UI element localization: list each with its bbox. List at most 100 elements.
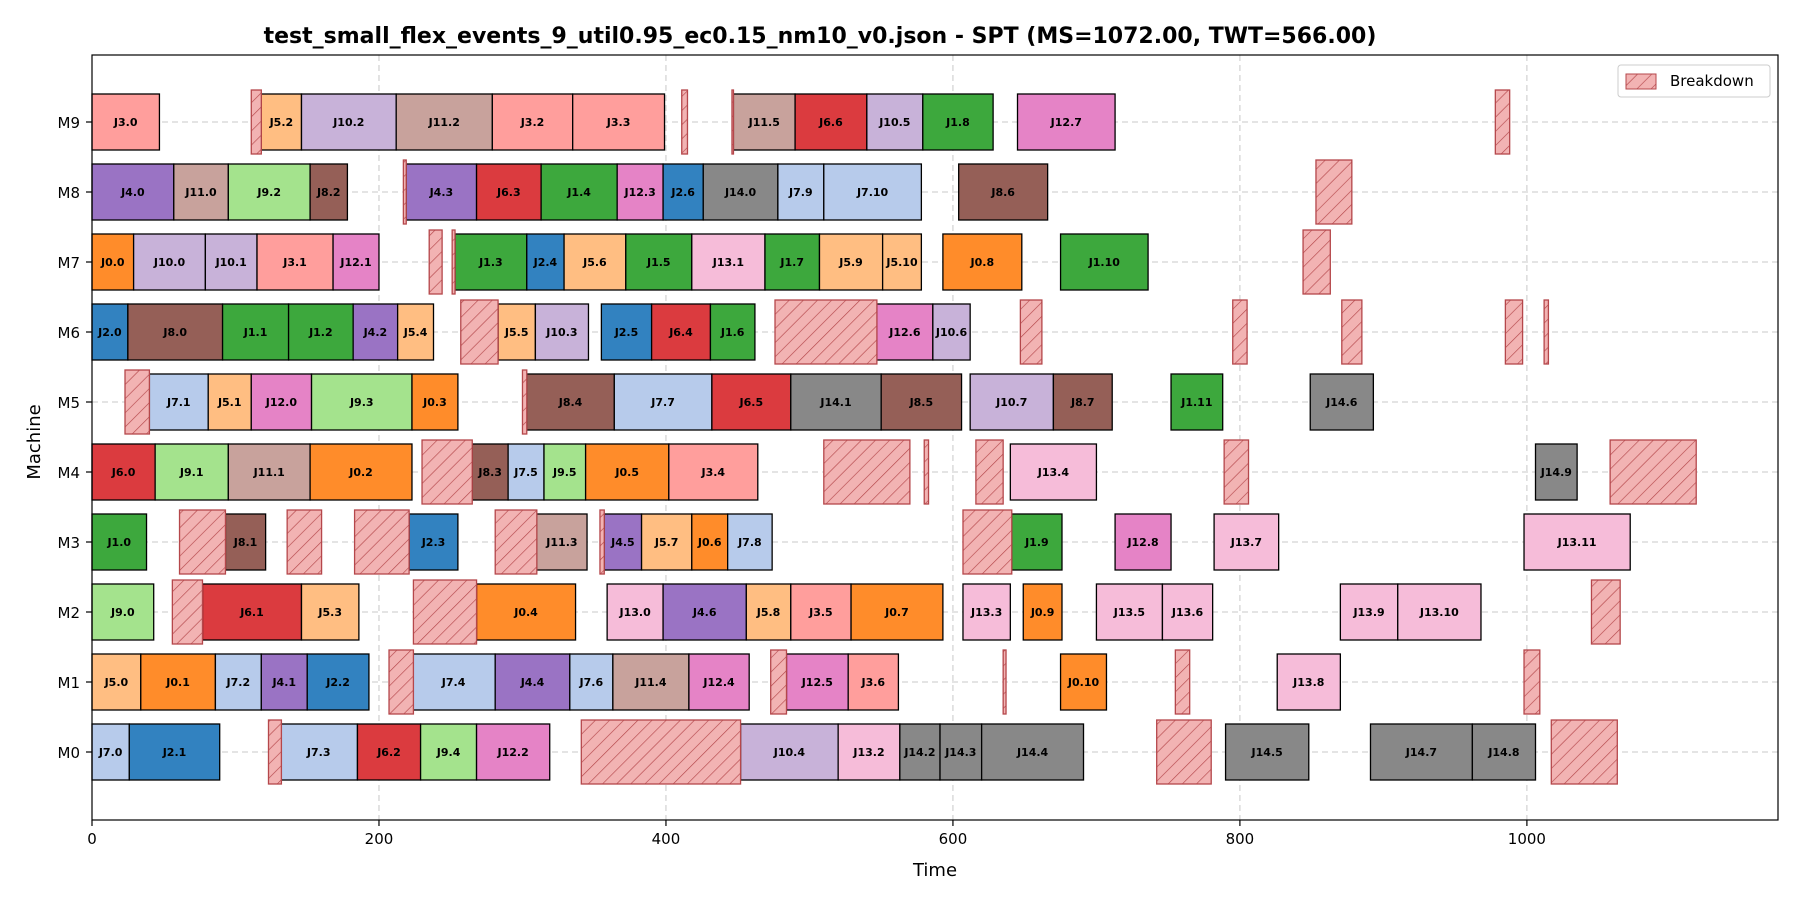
operation-bar xyxy=(497,303,537,361)
operation-label: J9.5 xyxy=(552,466,577,479)
operation-label: J6.0 xyxy=(111,466,136,479)
operation-label: J11.2 xyxy=(428,116,460,129)
operation-label: J11.3 xyxy=(545,536,577,549)
operation-label: J12.6 xyxy=(888,326,921,339)
operation-bar xyxy=(475,163,542,221)
breakdown-block xyxy=(1174,649,1191,715)
operation-bar xyxy=(584,443,670,501)
operation-bar xyxy=(256,233,334,291)
operation-bar xyxy=(1523,513,1631,571)
operation-label: J12.4 xyxy=(702,676,735,689)
breakdown-block xyxy=(250,89,262,155)
operation-label: J3.5 xyxy=(808,606,833,619)
y-tick-label: M7 xyxy=(58,254,81,272)
operation-bar xyxy=(214,653,262,711)
operation-bar xyxy=(127,303,224,361)
operation-label: J13.5 xyxy=(1113,606,1145,619)
operation-bar xyxy=(702,163,779,221)
operation-label: J2.2 xyxy=(325,676,350,689)
operation-bar xyxy=(279,723,359,781)
operation-label: J10.2 xyxy=(332,116,364,129)
operation-bar xyxy=(899,723,941,781)
operation-label: J4.2 xyxy=(363,326,388,339)
breakdown-block xyxy=(1223,439,1250,505)
operation-label: J13.4 xyxy=(1037,466,1070,479)
operation-label: J8.3 xyxy=(477,466,502,479)
operation-bar xyxy=(1170,373,1224,431)
operation-label: J14.9 xyxy=(1540,466,1572,479)
operation-label: J7.4 xyxy=(441,676,466,689)
operation-label: J12.8 xyxy=(1126,536,1158,549)
operation-bar xyxy=(507,443,545,501)
operation-label: J8.0 xyxy=(162,326,187,339)
breakdown-block xyxy=(1494,89,1511,155)
breakdown-block xyxy=(412,579,478,645)
y-axis-label: Machine xyxy=(24,404,45,479)
operation-label: J4.6 xyxy=(692,606,717,619)
breakdown-block xyxy=(1019,299,1043,365)
operation-bar xyxy=(140,653,217,711)
operation-bar xyxy=(606,583,664,641)
operation-label: J8.7 xyxy=(1070,396,1095,409)
breakdown-block xyxy=(1550,719,1618,785)
operation-bar xyxy=(332,233,380,291)
operation-bar xyxy=(932,303,971,361)
operation-bar xyxy=(958,163,1049,221)
operation-label: J8.2 xyxy=(316,186,341,199)
x-tick-label: 200 xyxy=(365,830,394,848)
operation-label: J2.4 xyxy=(533,256,558,269)
operation-label: J0.8 xyxy=(970,256,995,269)
operation-label: J13.1 xyxy=(712,256,744,269)
operation-bar xyxy=(866,93,924,151)
operation-bar xyxy=(411,653,496,711)
operation-bar xyxy=(494,653,571,711)
operation-label: J7.7 xyxy=(650,396,675,409)
operation-bar xyxy=(876,303,934,361)
operation-label: J3.1 xyxy=(282,256,307,269)
breakdown-block xyxy=(267,719,283,785)
operation-label: J1.7 xyxy=(779,256,804,269)
operation-bar xyxy=(727,513,773,571)
breakdown-block xyxy=(421,439,473,505)
operation-bar xyxy=(1022,583,1063,641)
operation-bar xyxy=(306,653,370,711)
breakdown-block xyxy=(1504,299,1524,365)
operation-bar xyxy=(227,163,311,221)
operation-bar xyxy=(818,233,884,291)
operation-label: J5.10 xyxy=(885,256,918,269)
operation-bar xyxy=(739,723,839,781)
operation-label: J14.7 xyxy=(1405,746,1437,759)
x-tick-label: 800 xyxy=(1226,830,1255,848)
operation-label: J0.2 xyxy=(348,466,373,479)
operation-bar xyxy=(454,233,528,291)
operation-label: J7.0 xyxy=(98,746,123,759)
breakdown-block xyxy=(460,299,499,365)
breakdown-block xyxy=(402,159,407,225)
operation-bar xyxy=(1095,583,1164,641)
breakdown-block xyxy=(388,649,415,715)
operation-bar xyxy=(572,93,666,151)
operation-bar xyxy=(356,723,422,781)
operation-bar xyxy=(881,233,923,291)
operation-bar xyxy=(1276,653,1342,711)
operation-label: J13.11 xyxy=(1557,536,1597,549)
breakdown-block xyxy=(823,439,911,505)
operation-label: J9.2 xyxy=(256,186,281,199)
breakdown-block xyxy=(451,229,456,295)
operation-label: J5.5 xyxy=(504,326,529,339)
plot-frame xyxy=(91,54,1779,821)
breakdown-block xyxy=(494,509,538,575)
operation-bar xyxy=(922,93,994,151)
operation-label: J8.5 xyxy=(909,396,934,409)
operation-bar xyxy=(823,163,923,221)
operation-bar xyxy=(688,653,750,711)
operation-label: J7.5 xyxy=(513,466,538,479)
operation-label: J14.0 xyxy=(724,186,757,199)
operation-bar xyxy=(540,163,618,221)
operation-bar xyxy=(603,513,643,571)
operation-label: J7.2 xyxy=(226,676,251,689)
operation-bar xyxy=(396,303,435,361)
operation-label: J10.4 xyxy=(773,746,806,759)
